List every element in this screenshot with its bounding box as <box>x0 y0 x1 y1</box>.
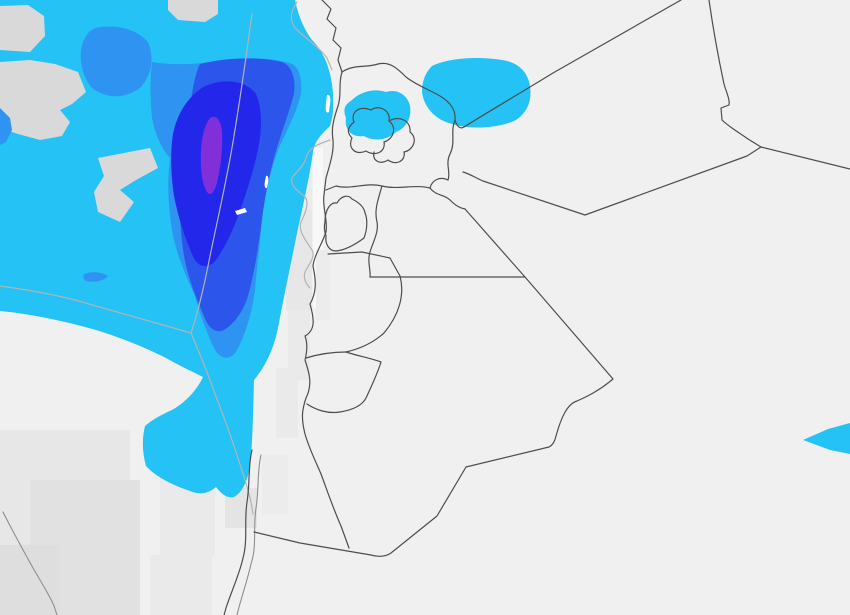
lake-reservoir <box>264 175 269 189</box>
border-tafilah <box>306 351 382 414</box>
border-syria-jordan <box>454 0 682 129</box>
border-karak-south <box>305 351 347 359</box>
border-araba-east <box>236 454 262 615</box>
rain-cell-level-1-mafraq <box>422 58 531 128</box>
rain-cell-level-2-west-wedge <box>0 108 12 145</box>
border-jerash-loop <box>373 118 415 164</box>
border-sinai-diagonal <box>2 511 58 615</box>
terrain-patch-araba <box>262 455 288 515</box>
border-araba-west <box>223 449 253 615</box>
border-lebanon-wiggle <box>321 0 343 73</box>
border-west-bank <box>291 139 331 289</box>
border-northeast-junction <box>462 146 762 216</box>
dry-islands <box>0 0 218 222</box>
borders-dark <box>223 0 850 615</box>
border-amman-south <box>368 185 383 278</box>
terrain-patch-sinai <box>150 555 212 615</box>
rain-cell-core <box>200 116 223 195</box>
dry-island <box>0 5 45 52</box>
terrain-patch-valley <box>288 310 310 380</box>
terrain-patch-highland <box>313 148 323 308</box>
border-irbid-north <box>341 62 456 181</box>
border-madaba-loop <box>323 195 368 252</box>
coastline-main <box>0 13 253 334</box>
rain-cell-level-2-mini <box>83 272 108 282</box>
border-egypt-israel <box>190 332 254 515</box>
lakes <box>235 94 331 215</box>
terrain-patch-valley <box>276 368 298 438</box>
border-karak-east <box>345 275 403 353</box>
dry-island <box>0 60 86 140</box>
rain-cell-level-2-patch <box>80 26 152 97</box>
lake-coastal-mark <box>235 208 247 215</box>
borders-light <box>0 1 333 515</box>
border-karak-north <box>327 251 401 277</box>
lake-galilee <box>325 94 331 113</box>
border-iraq-jordan <box>708 0 850 170</box>
dry-island <box>168 0 218 22</box>
dry-island <box>94 148 158 222</box>
border-jordan-valley <box>301 71 350 549</box>
border-amman-east <box>429 177 466 210</box>
border-saudi-jordan <box>253 208 614 557</box>
border-ajloun-loop <box>347 107 395 155</box>
terrain-patch-sinai <box>0 545 60 615</box>
borders-medium <box>2 454 262 615</box>
coastline-north <box>290 1 333 71</box>
terrain-patch-highland <box>316 250 330 320</box>
rain-cell-level-1-east-sliver <box>803 423 850 454</box>
terrain-shading <box>0 148 330 615</box>
